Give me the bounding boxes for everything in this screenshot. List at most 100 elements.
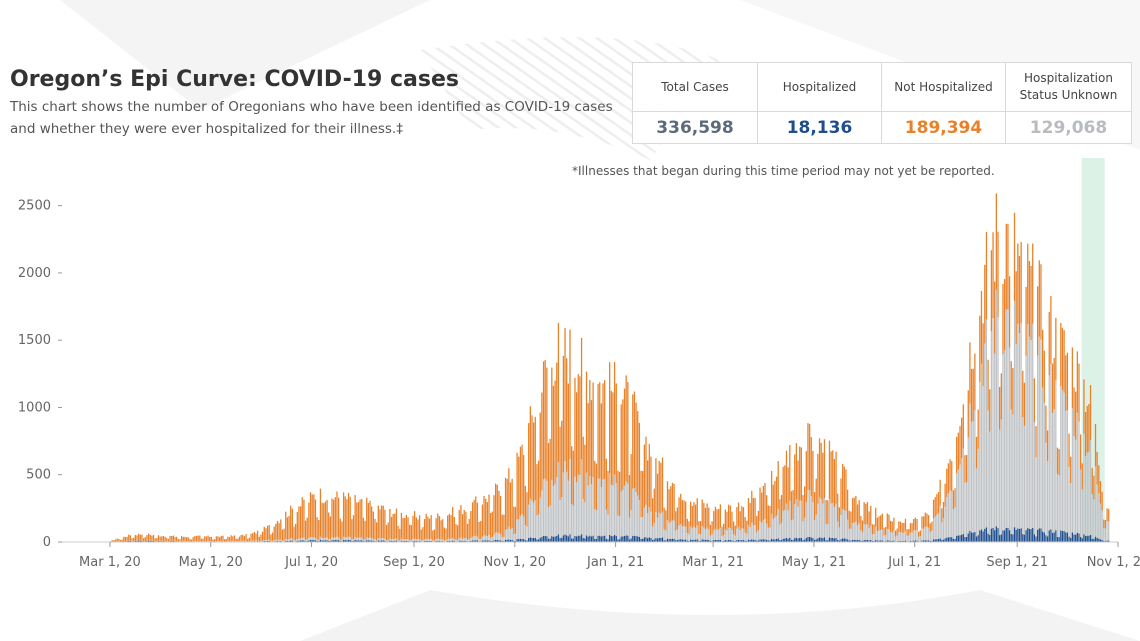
bar-status-unknown: [610, 484, 612, 537]
bar-not-hospitalized: [217, 536, 219, 541]
bar-hospitalized: [1060, 530, 1062, 542]
bar-not-hospitalized: [382, 505, 384, 539]
bar-not-hospitalized: [1083, 379, 1085, 434]
bar-not-hospitalized: [397, 525, 399, 541]
bar-hospitalized: [1027, 528, 1029, 542]
bar-not-hospitalized: [151, 535, 153, 541]
bar-status-unknown: [726, 530, 728, 541]
bar-not-hospitalized: [405, 514, 408, 540]
bar-hospitalized: [997, 528, 999, 542]
bar-hospitalized: [865, 539, 867, 542]
bar-not-hospitalized: [182, 536, 184, 542]
x-tick-label: Jul 1, 20: [284, 555, 338, 570]
bar-status-unknown: [731, 530, 733, 541]
bar-not-hospitalized: [422, 527, 424, 541]
bar-status-unknown: [319, 536, 322, 540]
bar-not-hospitalized: [141, 534, 143, 541]
bar-not-hospitalized: [871, 524, 874, 535]
bar-hospitalized: [999, 535, 1001, 542]
bar-status-unknown: [975, 468, 978, 537]
bar-status-unknown: [823, 497, 826, 538]
bar-not-hospitalized: [483, 495, 485, 536]
bar-not-hospitalized: [453, 516, 455, 540]
bar-hospitalized: [1051, 532, 1054, 542]
bar-hospitalized: [592, 535, 594, 542]
bar-hospitalized: [129, 540, 132, 542]
bar-status-unknown: [528, 504, 530, 539]
bar-status-unknown: [835, 503, 837, 538]
bar-hospitalized: [427, 540, 429, 542]
bar-status-unknown: [875, 526, 877, 541]
bar-hospitalized: [724, 540, 726, 542]
bar-not-hospitalized: [932, 499, 935, 519]
bar-not-hospitalized: [600, 403, 603, 488]
bar-hospitalized: [823, 537, 826, 542]
bar-status-unknown: [1046, 461, 1049, 537]
bar-status-unknown: [952, 509, 955, 539]
bar-not-hospitalized: [1033, 378, 1036, 423]
bar-hospitalized: [580, 534, 583, 542]
bar-status-unknown: [719, 527, 722, 540]
bar-not-hospitalized: [602, 383, 604, 480]
bar-not-hospitalized: [179, 539, 181, 542]
bar-hospitalized: [1018, 528, 1021, 542]
bar-not-hospitalized: [985, 232, 988, 320]
bar-status-unknown: [946, 497, 948, 538]
bar-not-hospitalized: [546, 367, 548, 481]
bar-not-hospitalized: [499, 496, 502, 534]
bar-status-unknown: [547, 507, 550, 539]
bar-not-hospitalized: [166, 538, 168, 542]
bar-not-hospitalized: [375, 522, 378, 540]
bar-hospitalized: [977, 535, 979, 542]
bar-hospitalized: [850, 540, 852, 542]
bar-status-unknown: [529, 498, 531, 538]
bar-not-hospitalized: [987, 359, 989, 411]
bar-hospitalized: [547, 538, 550, 542]
bar-not-hospitalized: [501, 514, 503, 538]
bar-not-hospitalized: [688, 521, 690, 535]
x-tick-label: Jul 1, 21: [887, 555, 941, 570]
bar-status-unknown: [656, 517, 659, 539]
bar-hospitalized: [382, 540, 384, 542]
bar-status-unknown: [566, 471, 568, 536]
bar-not-hospitalized: [856, 504, 859, 526]
bar-status-unknown: [969, 403, 971, 531]
bar-not-hospitalized: [357, 502, 360, 538]
bar-not-hospitalized: [957, 432, 959, 470]
bar-not-hospitalized: [1089, 385, 1092, 441]
bar-not-hospitalized: [838, 507, 841, 528]
bar-not-hospitalized: [532, 422, 535, 503]
bar-status-unknown: [460, 537, 462, 541]
bar-not-hospitalized: [265, 528, 267, 541]
bar-hospitalized: [787, 538, 789, 542]
bar-hospitalized: [802, 539, 804, 542]
bar-status-unknown: [1099, 503, 1102, 540]
bars: [109, 193, 1110, 542]
bar-not-hospitalized: [418, 515, 421, 539]
bar-status-unknown: [997, 317, 999, 529]
bar-not-hospitalized: [113, 540, 115, 542]
bar-status-unknown: [281, 540, 284, 542]
bar-hospitalized: [762, 539, 764, 542]
bar-not-hospitalized: [694, 504, 697, 528]
bar-hospitalized: [759, 539, 761, 542]
bar-not-hospitalized: [461, 514, 464, 539]
bar-not-hospitalized: [924, 512, 926, 527]
bar-not-hospitalized: [1068, 433, 1070, 467]
bar-hospitalized: [323, 540, 325, 542]
bar-not-hospitalized: [1088, 404, 1090, 452]
bar-status-unknown: [658, 512, 660, 538]
bar-status-unknown: [599, 478, 601, 536]
bar-not-hospitalized: [751, 490, 753, 523]
bar-status-unknown: [951, 491, 953, 538]
bar-hospitalized: [526, 540, 528, 542]
bar-hospitalized: [670, 538, 672, 542]
chart-note: *Illnesses that began during this time p…: [572, 164, 995, 178]
bar-status-unknown: [1094, 466, 1097, 537]
bar-hospitalized: [827, 540, 829, 542]
bar-not-hospitalized: [959, 426, 961, 465]
bar-status-unknown: [685, 526, 687, 540]
bar-status-unknown: [285, 538, 287, 541]
bar-hospitalized: [299, 540, 302, 542]
